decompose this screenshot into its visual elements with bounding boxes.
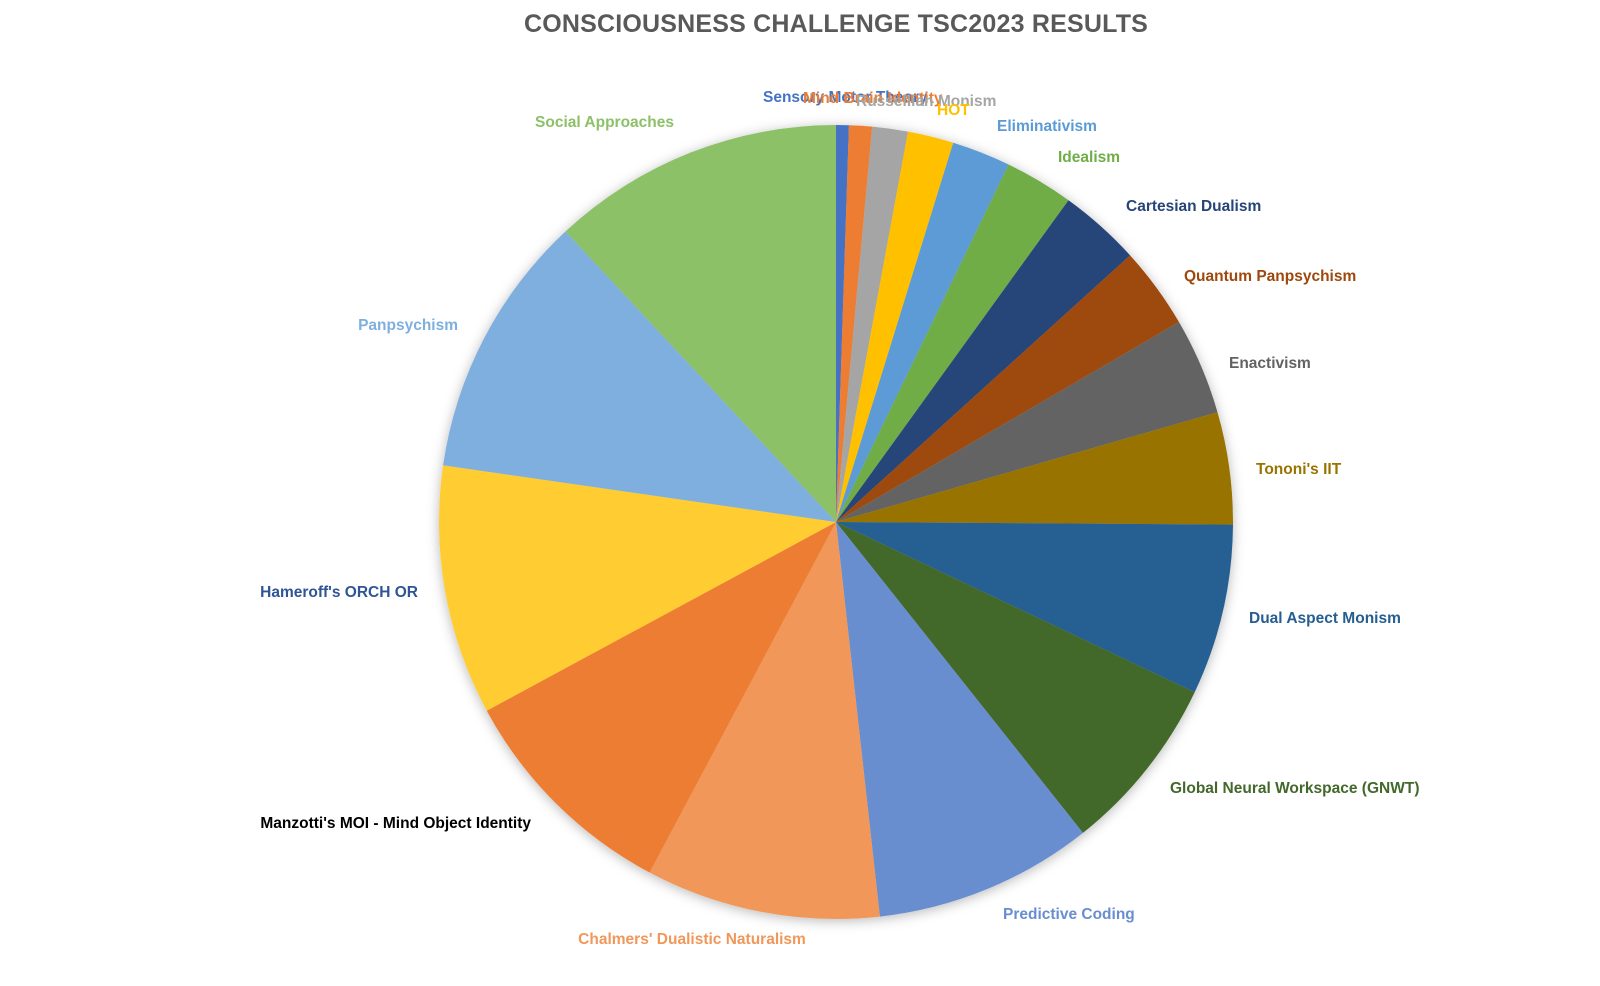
pie-slice	[438, 465, 836, 711]
chart-title: CONSCIOUSNESS CHALLENGE TSC2023 RESULTS	[523, 10, 1149, 38]
pie-slice	[836, 142, 1009, 522]
pie-slice-label: Mind Brain Identity	[803, 90, 943, 107]
pie-slice	[649, 522, 880, 920]
pie-slice-label: Social Approaches	[535, 114, 674, 131]
pie-slice-label: Sensory Motor Theory	[763, 89, 928, 106]
pie-slice	[836, 522, 1233, 693]
pie-slice-label: Tononi's IIT	[1256, 461, 1342, 478]
pie-slice-label: Panpsychism	[358, 317, 458, 334]
pie-slice	[836, 125, 849, 522]
pie-slice	[836, 131, 954, 522]
pie-slice-label: Eliminativism	[997, 118, 1097, 135]
pie-slice	[836, 126, 909, 523]
pie-slice	[836, 522, 1083, 917]
pie-slice-label: Cartesian Dualism	[1126, 198, 1261, 215]
pie-slice	[836, 522, 1195, 833]
pie-slice-label: Chalmers' Dualistic Naturalism	[578, 931, 806, 948]
pie-slice-label: Enactivism	[1229, 355, 1311, 372]
pie-slice	[486, 522, 836, 873]
pie-slice	[443, 231, 836, 522]
pie-slice	[836, 255, 1179, 522]
pie-slice-label: Idealism	[1058, 149, 1120, 166]
pie-slice	[836, 125, 873, 523]
pie-slice-label: Manzotti's MOI - Mind Object Identity	[260, 815, 531, 832]
pie-slice	[565, 125, 836, 522]
pie-slice-label: Predictive Coding	[1003, 906, 1135, 923]
pie-slice	[836, 164, 1069, 523]
pie-slice-label: Hameroff's ORCH OR	[260, 584, 418, 601]
pie-slice	[836, 322, 1218, 522]
pie-slices	[438, 125, 1233, 920]
pie-slice-label: HOT	[937, 102, 970, 119]
pie-slice-label: Global Neural Workspace (GNWT)	[1170, 780, 1419, 797]
pie-slice-label: Russellian Monism	[856, 93, 996, 110]
pie-slice-label: Quantum Panpsychism	[1184, 268, 1356, 285]
pie-slice-label: Dual Aspect Monism	[1249, 610, 1401, 627]
pie-slice	[836, 412, 1233, 525]
pie-slice	[836, 200, 1131, 522]
